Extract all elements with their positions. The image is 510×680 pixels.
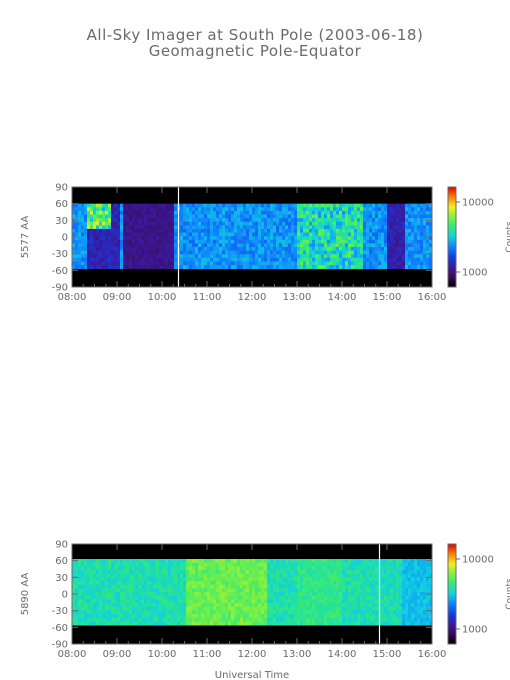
colorbar-label: Counts <box>505 221 510 253</box>
x-tick-label: 12:00 <box>238 649 267 660</box>
y-tick-label: 60 <box>55 199 68 210</box>
colorbar-tick-label: 10000 <box>462 555 494 566</box>
colorbar-tick-label: 1000 <box>462 268 487 279</box>
x-tick-label: 09:00 <box>103 649 132 660</box>
heatmap-cells <box>72 559 433 626</box>
y-tick-label: 0 <box>62 590 68 601</box>
keogram-panel-1: 08:00 09:00 10:00 11:00 12:00 13:00 14:00 15:00… <box>20 183 510 304</box>
chart-title-line1: All-Sky Imager at South Pole (2003-06-18… <box>86 26 424 44</box>
x-tick-label: 13:00 <box>283 649 312 660</box>
x-tick-label: 12:00 <box>238 292 267 303</box>
colorbar-tick-label: 10000 <box>462 198 494 209</box>
y-axis-label: 5890 AA <box>20 573 31 616</box>
y-tick-label: 30 <box>55 216 68 227</box>
y-tick-label: 30 <box>55 573 68 584</box>
x-tick-label: 08:00 <box>58 649 87 660</box>
x-tick-label: 15:00 <box>373 292 402 303</box>
x-tick-label: 11:00 <box>193 649 222 660</box>
x-tick-label: 11:00 <box>193 292 222 303</box>
y-tick-label: -90 <box>52 283 68 294</box>
x-tick-label: 16:00 <box>418 649 447 660</box>
keogram-panel-2: 08:00 09:00 10:00 11:00 12:00 13:00 14:00 15:00… <box>20 540 510 680</box>
x-tick-label: 14:00 <box>328 292 357 303</box>
colorbar-label: Counts <box>505 578 510 610</box>
y-tick-label: -90 <box>52 640 68 651</box>
x-tick-label: 10:00 <box>148 292 177 303</box>
x-tick-label: 13:00 <box>283 292 312 303</box>
x-axis-label: Universal Time <box>215 670 289 680</box>
y-tick-label: -60 <box>52 623 68 634</box>
y-tick-label: 90 <box>55 540 68 551</box>
colorbar-frame <box>447 543 457 645</box>
x-tick-label: 09:00 <box>103 292 132 303</box>
y-tick-label: 60 <box>55 556 68 567</box>
y-tick-label: -30 <box>52 606 68 617</box>
x-tick-label: 10:00 <box>148 649 177 660</box>
colorbar <box>448 544 456 644</box>
x-tick-label: 08:00 <box>58 292 87 303</box>
y-tick-label: 0 <box>62 233 68 244</box>
colorbar-frame <box>447 186 457 288</box>
y-axis-label: 5577 AA <box>20 216 31 259</box>
y-tick-label: -60 <box>52 266 68 277</box>
y-tick-label: -30 <box>52 249 68 260</box>
y-tick-label: 90 <box>55 183 68 194</box>
x-tick-label: 16:00 <box>418 292 447 303</box>
x-tick-label: 15:00 <box>373 649 402 660</box>
colorbar <box>448 187 456 287</box>
heatmap-cells <box>72 203 433 270</box>
chart-title-line2: Geomagnetic Pole-Equator <box>148 42 362 60</box>
colorbar-tick-label: 1000 <box>462 625 487 636</box>
x-tick-label: 14:00 <box>328 649 357 660</box>
